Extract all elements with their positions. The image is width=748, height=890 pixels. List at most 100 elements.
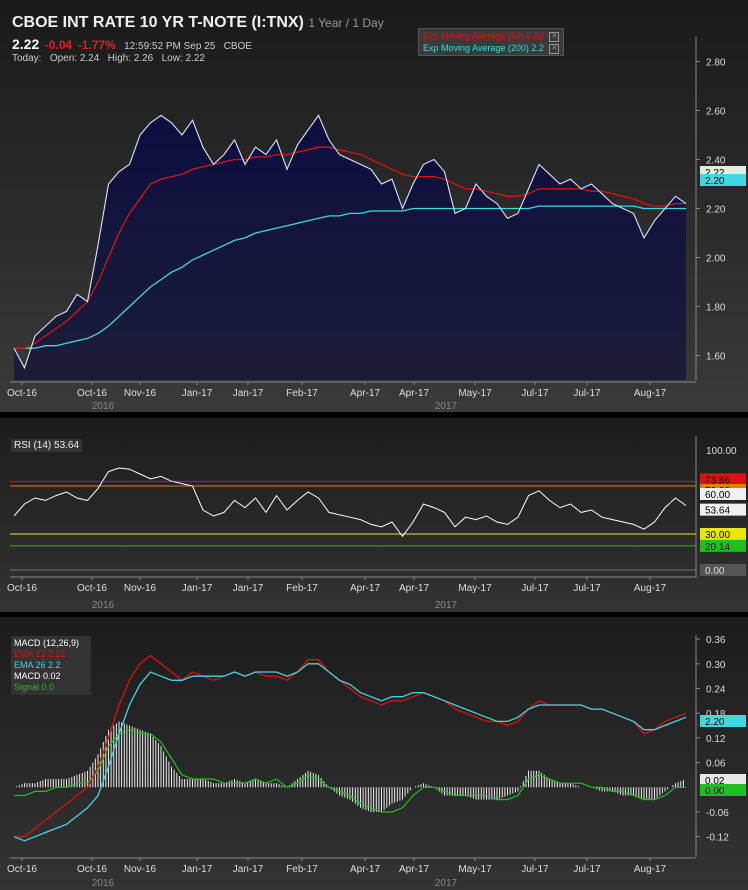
x-tick-label: Aug-17 [634,864,667,875]
rsi-badge-bg [700,473,746,486]
x-tick-label: May-17 [458,583,492,594]
x-tick-label: Nov-16 [124,864,157,875]
price-last-badge: 2.22 [705,168,725,179]
legend-ema50[interactable]: Exp Moving Average (50) 2.22 ✕ [423,30,560,42]
y-tick-label: 2.20 [706,205,726,216]
y-tick-label: 0.36 [706,635,726,646]
x-tick-label: Aug-17 [634,388,667,399]
x-tick-label: Aug-17 [634,583,667,594]
last-price: 2.22 [12,36,40,52]
rsi-badge-bg [700,564,746,576]
x-tick-label: Oct-16 [77,388,107,399]
close-icon[interactable]: ✕ [549,31,560,42]
y-tick-label: 2.40 [706,156,726,167]
rsi-badge: 73.86 [705,475,730,486]
y-tick-label: 1.80 [706,303,726,314]
exchange-label: CBOE [223,41,252,52]
macd-legend: MACD (12,26,9) EMA 12 2.22 EMA 26 2.2 MA… [11,636,91,695]
x-tick-label: Feb-17 [286,388,318,399]
chart-title: CBOE INT RATE 10 YR T-NOTE (I:TNX) 1 Yea… [12,14,384,32]
indicator-legend: Exp Moving Average (50) 2.22 ✕ Exp Movin… [418,28,565,56]
x-tick-label: May-17 [458,388,492,399]
x-tick-label: Jul-17 [521,864,549,875]
macd-value-badge: 0.02 [705,776,725,787]
macd-signal-badge: 0.00 [705,786,725,797]
y-tick-label: 0.12 [706,734,726,745]
ema50-line [14,146,686,349]
x-tick-label: Jan-17 [233,388,264,399]
macd-signal-badge-bg [700,784,746,796]
x-tick-label: Apr-17 [399,583,429,594]
y-tick-label: 0.06 [706,759,726,770]
x-tick-label: May-17 [458,864,492,875]
open-value: Open: 2.24 [49,53,100,64]
rsi-panel[interactable]: 100.0073.8670.0060.0053.6430.0020.140.00… [0,418,748,612]
quote-time: 12:59:52 PM Sep 25 [124,41,216,52]
price-change: -0.04 [44,38,73,52]
year-label: 2016 [92,878,115,889]
macd-title: MACD (12,26,9) [14,638,80,648]
price-chart[interactable]: 2.80 2.60 2.40 2.20 2.00 1.80 1.60 Oct-16 Oct-16… [0,0,748,412]
rsi-line [13,467,687,538]
x-tick-label: Feb-17 [286,583,318,594]
x-tick-label: Oct-16 [77,864,107,875]
macd-panel[interactable]: 0.36 0.30 0.24 0.18 0.12 0.06 -0.06 -0.12 Oct-16… [0,617,748,890]
ema200-badge: 2.20 [705,176,725,187]
year-label: 2017 [435,600,458,611]
legend-ema200[interactable]: Exp Moving Average (200) 2.2 ✕ [423,42,560,54]
rsi-badge: 20.14 [705,542,730,553]
y-tick-label: -0.12 [706,833,729,844]
low-value: Low: 2.22 [161,53,205,64]
macd-value-badge-bg [700,774,746,786]
y-tick-label: 2.80 [706,58,726,69]
x-tick-label: Jul-17 [521,388,549,399]
symbol-title: CBOE INT RATE 10 YR T-NOTE (I:TNX) [12,14,304,31]
rsi-badge-bg [700,503,746,516]
quote-line: 2.22 -0.04 -1.77% 12:59:52 PM Sep 25 CBO… [12,36,252,52]
year-label: 2016 [92,600,115,611]
macd-ema26-badge: 2.20 [705,717,725,728]
x-tick-label: Jul-17 [573,583,601,594]
close-icon[interactable]: ✕ [549,43,560,54]
macd-ema12-label: EMA 12 2.22 [14,649,66,659]
macd-ema26-label: EMA 26 2.2 [14,660,61,670]
x-tick-label: Oct-16 [7,583,37,594]
macd-chart[interactable]: 0.36 0.30 0.24 0.18 0.12 0.06 -0.06 -0.12 Oct-16… [0,617,748,890]
x-tick-label: Jan-17 [233,583,264,594]
today-label: Today: [12,53,42,64]
y-tick-label: 100.00 [706,446,737,457]
x-tick-label: Oct-16 [7,864,37,875]
macd-ema26-badge-bg [700,715,746,727]
price-change-pct: -1.77% [77,38,116,52]
y-tick-label: 0.30 [706,660,726,671]
y-tick-label: -0.06 [706,808,729,819]
rsi-badge: 53.64 [705,506,730,517]
x-tick-label: Jul-17 [573,864,601,875]
x-tick-label: Apr-17 [350,388,380,399]
period-label[interactable]: 1 Year / 1 Day [308,16,384,30]
macd-value-label: MACD 0.02 [14,671,61,681]
x-tick-label: Apr-17 [399,388,429,399]
price-line [13,114,687,370]
x-tick-label: Jan-17 [233,864,264,875]
year-label: 2017 [435,401,458,412]
x-tick-label: Oct-16 [7,388,37,399]
rsi-badge: 60.00 [705,490,730,501]
rsi-chart[interactable]: 100.0073.8670.0060.0053.6430.0020.140.00… [0,418,748,612]
rsi-badge: 0.00 [705,566,725,577]
ema200-badge-bg [700,174,746,186]
rsi-label: RSI (14) 53.64 [11,439,83,452]
x-tick-label: Apr-17 [350,864,380,875]
year-label: 2017 [435,878,458,889]
y-tick-label: 2.60 [706,107,726,118]
x-tick-label: Jul-17 [521,583,549,594]
price-area [14,115,686,381]
price-panel[interactable]: 2.80 2.60 2.40 2.20 2.00 1.80 1.60 Oct-16 Oct-16… [0,0,748,412]
x-tick-label: Nov-16 [124,583,157,594]
y-tick-label: 2.00 [706,254,726,265]
x-tick-label: Jan-17 [182,388,213,399]
rsi-badge-bg [700,488,746,500]
rsi-badge-bg [700,528,746,540]
today-stats: Today: Open: 2.24 High: 2.26 Low: 2.22 [12,53,205,64]
x-tick-label: Feb-17 [286,864,318,875]
